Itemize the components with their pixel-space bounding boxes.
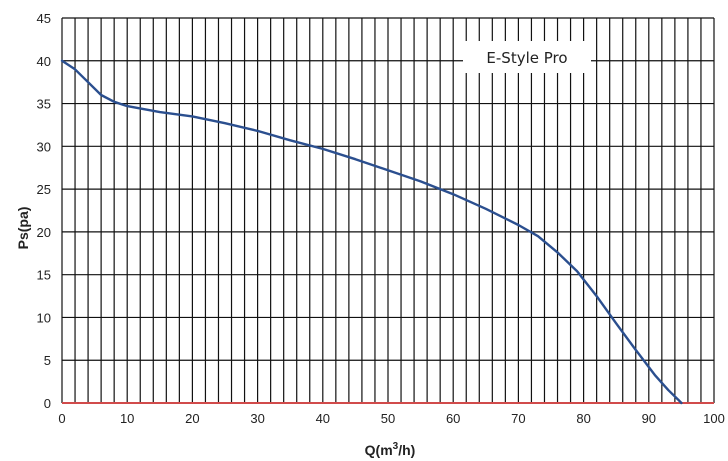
x-tick-label: 30 — [250, 411, 264, 426]
x-tick-label: 70 — [511, 411, 525, 426]
x-tick-label: 40 — [316, 411, 330, 426]
x-axis-title: Q(m3/h) — [365, 441, 416, 458]
y-tick-label: 45 — [37, 11, 51, 26]
y-tick-label: 20 — [37, 225, 51, 240]
x-axis-ticks: 0 10 20 30 40 50 60 70 80 90 100 — [58, 411, 724, 426]
series-line — [60, 59, 683, 405]
x-tick-label: 20 — [185, 411, 199, 426]
legend-box — [463, 41, 591, 73]
x-tick-label: 50 — [381, 411, 395, 426]
x-axis-title-main: Q(m — [365, 442, 393, 458]
y-tick-label: 25 — [37, 182, 51, 197]
y-axis-ticks: 0 5 10 15 20 25 30 35 40 45 — [37, 11, 51, 411]
x-axis-title-tail: /h) — [398, 442, 415, 458]
y-tick-label: 35 — [37, 97, 51, 112]
x-tick-label: 10 — [120, 411, 134, 426]
x-tick-label: 100 — [703, 411, 725, 426]
y-tick-label: 15 — [37, 268, 51, 283]
grid — [61, 17, 715, 404]
x-tick-label: 80 — [576, 411, 590, 426]
legend: E-Style Pro — [463, 41, 591, 73]
y-tick-label: 40 — [37, 54, 51, 69]
series-group — [60, 59, 683, 405]
y-tick-label: 10 — [37, 310, 51, 325]
x-axis-title-sup: 3 — [393, 441, 399, 452]
y-tick-label: 5 — [44, 353, 51, 368]
legend-label: E-Style Pro — [486, 49, 567, 67]
y-tick-label: 30 — [37, 139, 51, 154]
x-tick-label: 0 — [58, 411, 65, 426]
y-axis-title: Ps(pa) — [15, 207, 31, 250]
x-tick-label: 90 — [642, 411, 656, 426]
y-tick-label: 0 — [44, 396, 51, 411]
x-tick-label: 60 — [446, 411, 460, 426]
